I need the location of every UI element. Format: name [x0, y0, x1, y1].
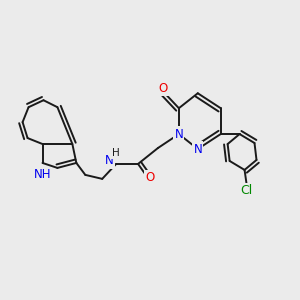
Text: NH: NH	[34, 168, 51, 182]
Text: O: O	[158, 82, 168, 95]
Text: N: N	[175, 128, 183, 141]
Text: Cl: Cl	[240, 184, 253, 197]
Text: O: O	[146, 171, 154, 184]
Text: H: H	[112, 148, 120, 158]
Text: N: N	[194, 142, 202, 155]
Text: N: N	[105, 154, 114, 167]
